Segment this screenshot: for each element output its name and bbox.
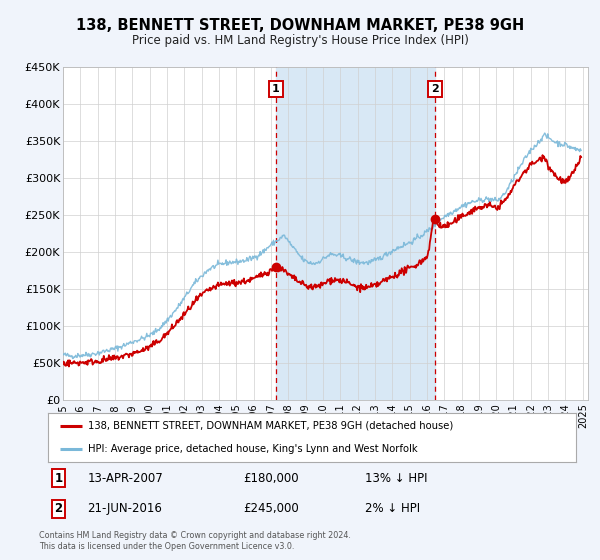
Text: 2: 2 — [431, 84, 439, 94]
Text: 1: 1 — [55, 472, 62, 485]
Text: 2% ↓ HPI: 2% ↓ HPI — [365, 502, 420, 515]
Text: £245,000: £245,000 — [244, 502, 299, 515]
Text: 13-APR-2007: 13-APR-2007 — [88, 472, 163, 485]
Text: 138, BENNETT STREET, DOWNHAM MARKET, PE38 9GH (detached house): 138, BENNETT STREET, DOWNHAM MARKET, PE3… — [88, 421, 453, 431]
Text: 138, BENNETT STREET, DOWNHAM MARKET, PE38 9GH: 138, BENNETT STREET, DOWNHAM MARKET, PE3… — [76, 18, 524, 33]
Text: 1: 1 — [272, 84, 280, 94]
Bar — [276, 67, 435, 400]
Text: 21-JUN-2016: 21-JUN-2016 — [88, 502, 163, 515]
Text: 13% ↓ HPI: 13% ↓ HPI — [365, 472, 427, 485]
Text: This data is licensed under the Open Government Licence v3.0.: This data is licensed under the Open Gov… — [39, 542, 295, 550]
Text: 2: 2 — [55, 502, 62, 515]
Text: Price paid vs. HM Land Registry's House Price Index (HPI): Price paid vs. HM Land Registry's House … — [131, 34, 469, 46]
Text: £180,000: £180,000 — [244, 472, 299, 485]
Text: Contains HM Land Registry data © Crown copyright and database right 2024.: Contains HM Land Registry data © Crown c… — [39, 531, 351, 540]
Text: HPI: Average price, detached house, King's Lynn and West Norfolk: HPI: Average price, detached house, King… — [88, 444, 417, 454]
